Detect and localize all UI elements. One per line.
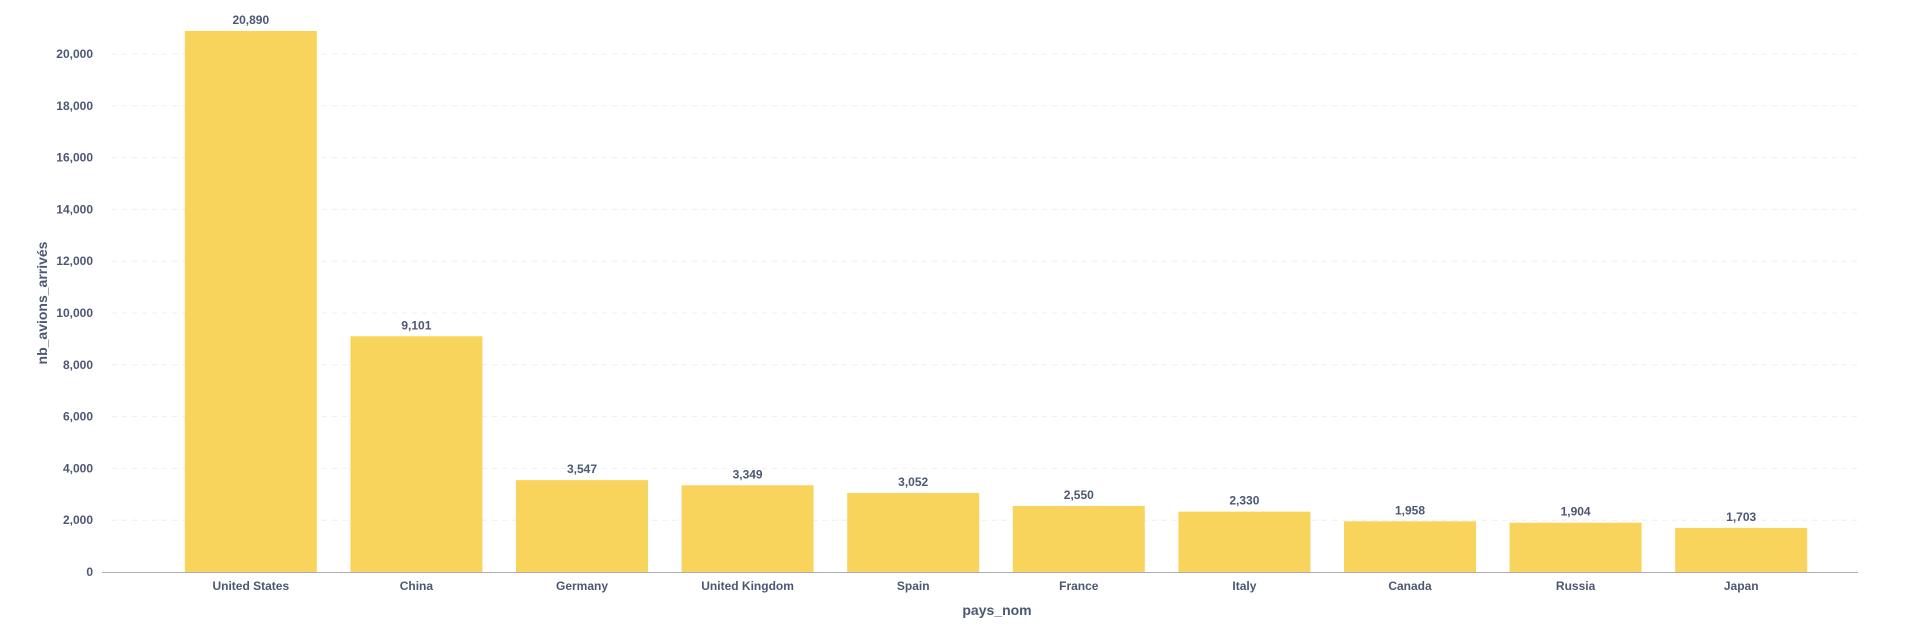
bar-value-label: 3,052 [898, 475, 928, 489]
y-tick-label: 0 [86, 565, 93, 579]
bar-value-label: 3,349 [733, 467, 763, 481]
bar-value-label: 1,958 [1395, 503, 1425, 517]
y-tick-label: 6,000 [63, 410, 93, 424]
bar[interactable] [1509, 522, 1642, 572]
bar[interactable] [1344, 521, 1476, 572]
x-tick-label: United Kingdom [701, 579, 794, 593]
bar[interactable] [1675, 527, 1808, 572]
y-tick-label: 20,000 [56, 47, 93, 61]
bars [184, 30, 1808, 573]
bar-value-label: 9,101 [401, 318, 431, 332]
x-tick-label: Canada [1388, 579, 1432, 593]
bar[interactable] [1012, 505, 1145, 572]
bar[interactable] [184, 30, 317, 573]
x-axis-title: pays_nom [962, 602, 1031, 618]
x-tick-label: Japan [1724, 579, 1759, 593]
bar-value-label: 3,547 [567, 462, 597, 476]
bar[interactable] [1178, 511, 1311, 572]
y-tick-label: 10,000 [56, 306, 93, 320]
bar[interactable] [516, 480, 648, 572]
bar-value-label: 20,890 [232, 13, 269, 27]
y-tick-label: 12,000 [56, 254, 93, 268]
x-tick-label: China [400, 579, 434, 593]
y-tick-label: 18,000 [56, 99, 93, 113]
x-tick-label: Russia [1556, 579, 1596, 593]
bar-value-label: 2,330 [1229, 494, 1259, 508]
x-tick-label: Italy [1232, 579, 1256, 593]
bar[interactable] [350, 336, 483, 572]
y-tick-label: 8,000 [63, 358, 93, 372]
bar-value-label: 1,904 [1561, 505, 1591, 519]
x-tick-label: France [1059, 579, 1099, 593]
y-axis-title: nb_avions_arrivés [34, 241, 50, 364]
bar-value-label: 1,703 [1726, 510, 1756, 524]
bar-value-label: 2,550 [1064, 488, 1094, 502]
y-tick-label: 16,000 [56, 151, 93, 165]
x-tick-label: United States [212, 579, 289, 593]
x-tick-label: Spain [897, 579, 930, 593]
y-axis: 0 2,000 4,000 6,000 8,000 10,000 12,000 14,000 1… [56, 47, 93, 579]
y-tick-label: 2,000 [63, 513, 93, 527]
x-tick-label: Germany [556, 579, 608, 593]
bar[interactable] [847, 492, 980, 572]
data-labels: 20,890 9,101 3,547 3,349 3,052 2,550 2,330 1,95… [232, 13, 1756, 524]
y-tick-label: 4,000 [63, 461, 93, 475]
x-axis: United States China Germany United Kingdom S… [102, 572, 1858, 593]
y-tick-label: 14,000 [56, 202, 93, 216]
bar[interactable] [681, 485, 814, 572]
